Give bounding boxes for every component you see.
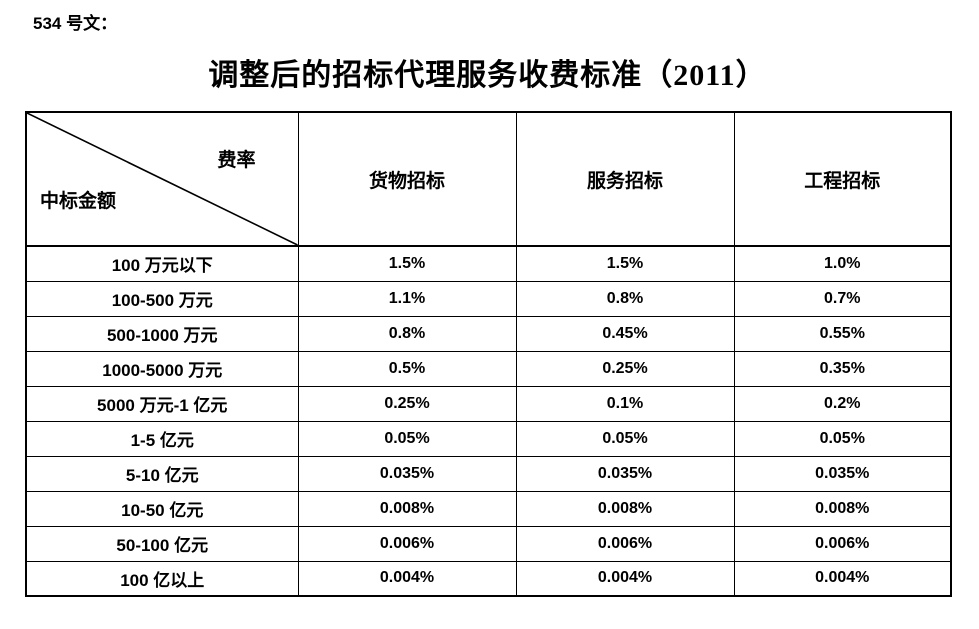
row-label: 1-5 亿元 [25, 420, 299, 457]
rate-value-cell: 0.006% [515, 525, 735, 562]
corner-label-rate: 费率 [217, 150, 256, 171]
rate-value-cell: 0.05% [515, 420, 735, 457]
corner-label-bid-amount: 中标金额 [40, 191, 117, 212]
rate-value-cell: 1.1% [297, 280, 517, 317]
rate-value-cell: 0.05% [297, 420, 517, 457]
table-row: 100 万元以下 1.5% 1.5% 1.0% [25, 245, 952, 282]
table-row: 10-50 亿元 0.008% 0.008% 0.008% [25, 490, 952, 527]
row-label: 100 亿以上 [25, 560, 299, 597]
rate-value-cell: 1.5% [515, 245, 735, 282]
rate-value-cell: 0.55% [733, 315, 952, 352]
corner-header-cell: 费率 中标金额 [25, 111, 299, 247]
rate-value-cell: 0.2% [733, 385, 952, 422]
diagonal-divider-line [27, 113, 298, 245]
rate-value-cell: 0.1% [515, 385, 735, 422]
rate-value-cell: 0.25% [515, 350, 735, 387]
row-label: 10-50 亿元 [25, 490, 299, 527]
rate-value-cell: 0.035% [733, 455, 952, 492]
rate-value-cell: 0.45% [515, 315, 735, 352]
rate-value-cell: 1.5% [297, 245, 517, 282]
table-row: 50-100 亿元 0.006% 0.006% 0.006% [25, 525, 952, 562]
row-label: 100 万元以下 [25, 245, 299, 282]
rate-value-cell: 1.0% [733, 245, 952, 282]
table-row: 100-500 万元 1.1% 0.8% 0.7% [25, 280, 952, 317]
rate-value-cell: 0.05% [733, 420, 952, 457]
rate-value-cell: 0.008% [515, 490, 735, 527]
row-label: 50-100 亿元 [25, 525, 299, 562]
rate-value-cell: 0.008% [733, 490, 952, 527]
doc-ref-label: 534 号文： [33, 14, 118, 33]
rate-value-cell: 0.004% [297, 560, 517, 597]
column-header-services: 服务招标 [515, 111, 735, 247]
table-header-row: 费率 中标金额 货物招标 服务招标 工程招标 [25, 111, 952, 247]
rate-value-cell: 0.25% [297, 385, 517, 422]
rate-value-cell: 0.006% [297, 525, 517, 562]
table-row: 100 亿以上 0.004% 0.004% 0.004% [25, 560, 952, 597]
rate-value-cell: 0.35% [733, 350, 952, 387]
page-title: 调整后的招标代理服务收费标准（2011） [208, 59, 767, 92]
rate-value-cell: 0.035% [297, 455, 517, 492]
rate-value-cell: 0.004% [515, 560, 735, 597]
column-header-goods: 货物招标 [297, 111, 517, 247]
rate-value-cell: 0.7% [733, 280, 952, 317]
table-body: 100 万元以下 1.5% 1.5% 1.0% 100-500 万元 1.1% 0.8% 0.… [25, 245, 952, 597]
table-row: 500-1000 万元 0.8% 0.45% 0.55% [25, 315, 952, 352]
table-row: 5-10 亿元 0.035% 0.035% 0.035% [25, 455, 952, 492]
row-label: 5-10 亿元 [25, 455, 299, 492]
rate-value-cell: 0.008% [297, 490, 517, 527]
rate-value-cell: 0.5% [297, 350, 517, 387]
row-label: 100-500 万元 [25, 280, 299, 317]
rate-value-cell: 0.035% [515, 455, 735, 492]
column-header-works: 工程招标 [733, 111, 952, 247]
rate-value-cell: 0.006% [733, 525, 952, 562]
rate-value-cell: 0.8% [297, 315, 517, 352]
row-label: 5000 万元-1 亿元 [25, 385, 299, 422]
rate-value-cell: 0.8% [515, 280, 735, 317]
table-row: 5000 万元-1 亿元 0.25% 0.1% 0.2% [25, 385, 952, 422]
row-label: 1000-5000 万元 [25, 350, 299, 387]
table-row: 1000-5000 万元 0.5% 0.25% 0.35% [25, 350, 952, 387]
table-row: 1-5 亿元 0.05% 0.05% 0.05% [25, 420, 952, 457]
row-label: 500-1000 万元 [25, 315, 299, 352]
rate-value-cell: 0.004% [733, 560, 952, 597]
fee-rate-table: 费率 中标金额 货物招标 服务招标 工程招标 100 万元以下 1.5% 1.5% 1… [25, 111, 952, 597]
